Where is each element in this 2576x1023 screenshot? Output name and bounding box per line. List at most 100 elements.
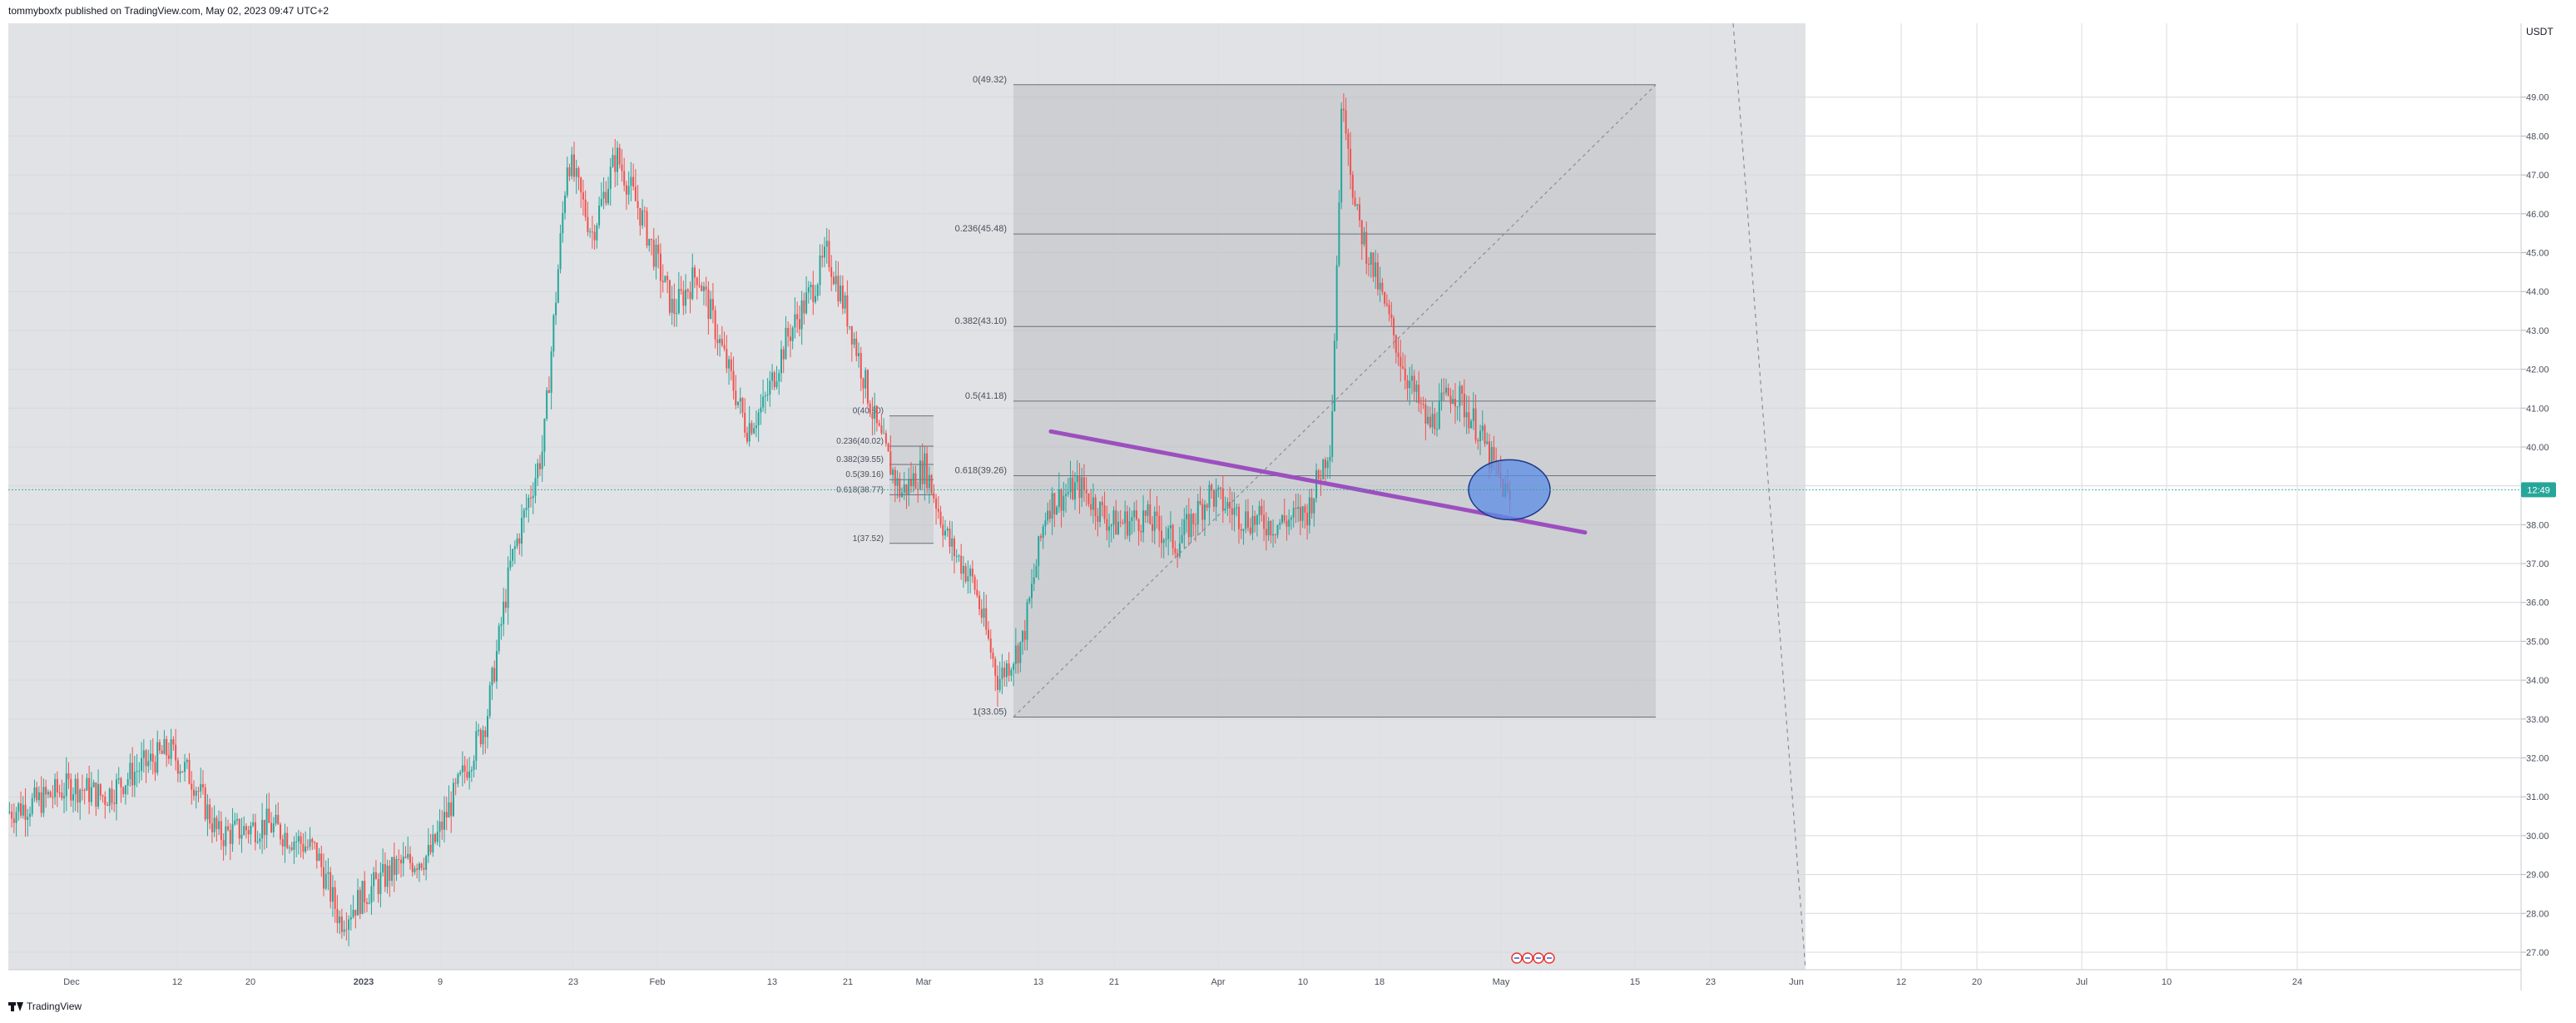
candle-body: [1082, 477, 1085, 491]
candle-body: [682, 291, 685, 306]
candle-body: [281, 839, 284, 847]
candle-body: [1039, 536, 1042, 539]
fib-level-label: 1(33.05): [973, 707, 1007, 717]
price-axis[interactable]: 27.00 28.00 29.00 30.00 31.00 32.00 33.00 34.00…: [2521, 93, 2549, 958]
candle-body: [651, 238, 653, 241]
candle-body: [343, 929, 345, 932]
candle-body: [1076, 475, 1078, 483]
candle-body: [436, 832, 438, 842]
time-tick-label: 12: [1896, 977, 1906, 987]
candle-body: [609, 166, 612, 189]
candle-body: [823, 246, 825, 258]
candle-body: [1279, 522, 1281, 525]
candle-body: [1345, 110, 1347, 134]
footer-brand[interactable]: TradingView: [8, 1001, 82, 1012]
time-axis[interactable]: Dec 12 20 2023 9 23 Feb 13 21 Mar 13 21 Apr 10 18 May 15…: [63, 977, 2302, 987]
candle-body: [1097, 515, 1099, 523]
candle-body: [15, 812, 17, 823]
candle-body: [618, 147, 621, 165]
event-flags[interactable]: [1511, 952, 1555, 964]
time-tick-label: May: [1493, 977, 1510, 987]
candle-body: [1347, 133, 1350, 149]
candle-body: [27, 817, 29, 820]
candle-body: [1058, 489, 1060, 508]
candle-body: [1429, 416, 1431, 428]
candle-body: [1409, 380, 1411, 389]
time-tick-label: 10: [2162, 977, 2172, 987]
candle-body: [1003, 668, 1006, 678]
candle-body: [1465, 412, 1468, 418]
candle-body: [391, 857, 394, 881]
candle-body: [122, 787, 125, 795]
candle-body: [54, 779, 57, 797]
price-tick-label: 48.00: [2526, 132, 2549, 142]
candle-body: [339, 916, 341, 923]
candle-body: [218, 821, 220, 830]
price-tick-label: 37.00: [2526, 559, 2549, 569]
candle-body: [206, 804, 209, 820]
candle-body: [1359, 204, 1361, 221]
candle-body: [1317, 470, 1320, 479]
candle-body: [899, 478, 901, 498]
candle-body: [120, 777, 122, 787]
candle-body: [108, 788, 111, 807]
candle-body: [1367, 263, 1370, 265]
candle-body: [769, 380, 771, 395]
candle-body: [1192, 514, 1195, 524]
candle-body: [1101, 501, 1103, 506]
candle-body: [305, 847, 307, 852]
candle-body: [1351, 174, 1354, 198]
candle-body: [1022, 630, 1024, 643]
candle-body: [671, 299, 673, 313]
candle-body: [908, 479, 910, 495]
candle-body: [452, 782, 454, 817]
candle-body: [1203, 504, 1206, 520]
candle-body: [58, 792, 61, 793]
candle-body: [1167, 528, 1170, 539]
candle-body: [1286, 520, 1288, 527]
candle-body: [1238, 507, 1241, 529]
candle-body: [773, 372, 775, 388]
candle-body: [1162, 539, 1165, 544]
candle-body: [632, 176, 635, 186]
candle-body: [176, 760, 179, 774]
candle-body: [1265, 529, 1267, 536]
candle-body: [757, 412, 760, 426]
candle-body: [1276, 524, 1279, 535]
candle-body: [86, 777, 88, 791]
candle-body: [1224, 509, 1226, 510]
last-price-tag: 12:49: [2521, 482, 2556, 498]
candle-body: [1142, 510, 1145, 533]
candle-body: [1229, 501, 1231, 509]
candlestick-series: [8, 93, 1511, 946]
candle-body: [1014, 645, 1017, 664]
fib-retracement-large[interactable]: 0(49.32) 0.236(45.48) 0.382(43.10) 0.5(41.1…: [955, 75, 1656, 718]
candle-body: [919, 460, 921, 489]
price-tick-label: 41.00: [2526, 404, 2549, 414]
candle-body: [575, 167, 577, 177]
candle-body: [293, 842, 295, 850]
candle-body: [967, 576, 969, 582]
candle-body: [926, 453, 929, 489]
candle-body: [154, 762, 156, 773]
candle-body: [1242, 529, 1245, 531]
candle-body: [723, 345, 726, 350]
candle-body: [762, 396, 765, 408]
candle-body: [1085, 490, 1087, 494]
candle-body: [523, 509, 525, 519]
candle-body: [892, 469, 894, 475]
candle-body: [77, 778, 79, 803]
candle-body: [676, 313, 678, 315]
candle-body: [983, 608, 985, 618]
candle-body: [348, 919, 350, 930]
candle-body: [288, 847, 290, 849]
candle-body: [457, 773, 459, 784]
price-tick-label: 32.00: [2526, 754, 2549, 764]
candle-body: [980, 608, 983, 618]
candle-body: [1434, 414, 1436, 430]
candle-body: [616, 147, 618, 172]
candle-body: [1283, 515, 1286, 521]
candle-body: [1073, 482, 1076, 499]
projection-line: [1732, 22, 1806, 971]
